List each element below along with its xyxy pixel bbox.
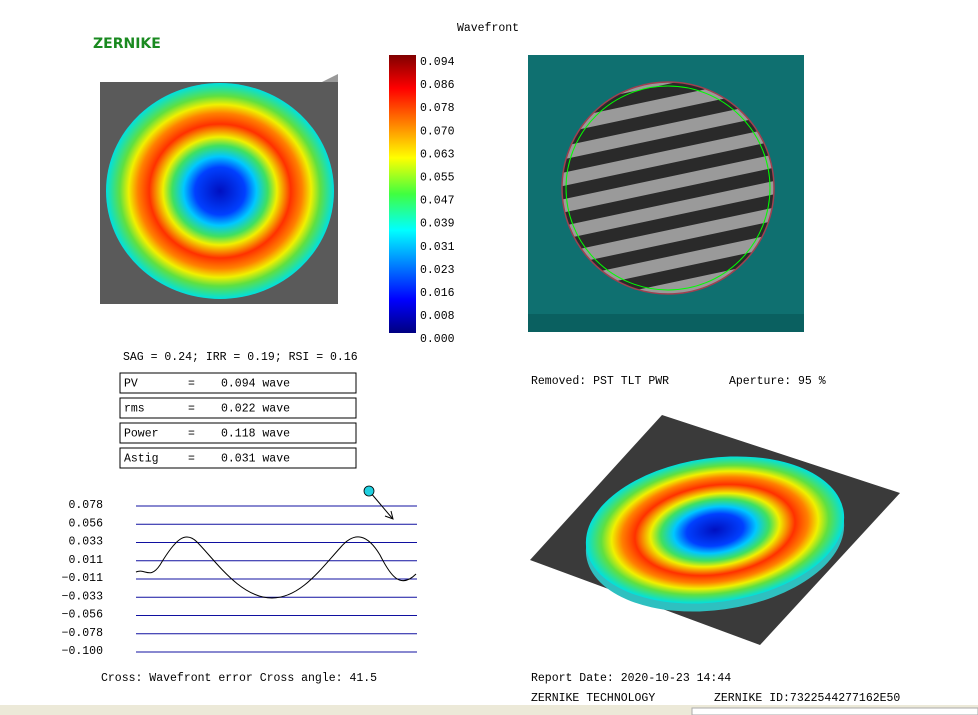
table-text: =: [188, 453, 195, 466]
colorbar-label: 0.063: [420, 148, 455, 161]
colorbar-label: 0.086: [420, 79, 455, 92]
table-cell: [119, 397, 357, 419]
fringe-image: [562, 82, 774, 294]
y-tick-label: 0.033: [68, 536, 103, 549]
title: Wavefront: [457, 22, 519, 35]
table-text: 0.118 wave: [221, 428, 290, 441]
angle-handle[interactable]: [363, 485, 375, 497]
colorbar-label: 0.070: [420, 125, 455, 138]
table-text: =: [188, 378, 195, 391]
table-text: =: [188, 403, 195, 416]
indices: SAG = 0.24; IRR = 0.19; RSI = 0.16: [123, 351, 358, 364]
table-text: rms: [124, 403, 145, 416]
aperture: Aperture: 95 %: [729, 375, 826, 388]
company: ZERNIKE TECHNOLOGY: [531, 692, 655, 705]
table-text: =: [188, 428, 195, 441]
table-text: 0.022 wave: [221, 403, 290, 416]
angle-arrow: [369, 491, 393, 519]
aperture-circle: [565, 85, 771, 291]
fringe-edge: [561, 81, 775, 295]
table-cell: [119, 372, 357, 394]
colorbar-label: 0.078: [420, 102, 455, 115]
table-text: 0.031 wave: [221, 453, 290, 466]
cross-curve: [135, 536, 417, 599]
report-date: Report Date: 2020-10-23 14:44: [531, 672, 731, 685]
colorbar-labels: 0.094 0.086 0.078 0.070 0.063 0.055 0.047 0.039…: [420, 56, 455, 346]
logo: ZERNIKE: [93, 36, 161, 52]
y-tick-label: −0.011: [62, 572, 104, 585]
colorbar-label: 0.055: [420, 172, 455, 185]
table-text: Astig: [124, 453, 159, 466]
colorbar-label: 0.000: [420, 333, 455, 346]
y-tick-label: −0.100: [62, 645, 104, 658]
y-tick-label: 0.078: [68, 499, 103, 512]
colorbar: [389, 55, 416, 333]
cross-caption: Cross: Wavefront error Cross angle: 41.5: [101, 672, 377, 685]
y-tick-label: −0.033: [62, 590, 104, 603]
y-tick-label: −0.056: [62, 609, 104, 622]
map-corner: [322, 74, 338, 82]
colorbar-label: 0.094: [420, 56, 455, 69]
table-text: PV: [124, 378, 138, 391]
cross-plot: 0.078 0.056 0.033 0.011 −0.011 −0.033 −0.056 −0…: [62, 499, 417, 658]
colorbar-label: 0.023: [420, 264, 455, 277]
y-tick-label: 0.011: [68, 554, 103, 567]
table-cell: [119, 422, 357, 444]
y-tick-label: 0.056: [68, 517, 103, 530]
fringe-band: [528, 314, 804, 332]
colorbar-label: 0.047: [420, 195, 455, 208]
table-cell: [119, 447, 357, 469]
colorbar-label: 0.016: [420, 287, 455, 300]
wavefront-map: [106, 83, 334, 299]
colorbar-label: 0.039: [420, 218, 455, 231]
colorbar-label: 0.031: [420, 241, 455, 254]
arrow-head: [384, 510, 394, 520]
table-text: 0.094 wave: [221, 378, 290, 391]
status-bar: [0, 705, 978, 715]
device-id: ZERNIKE ID:7322544277162E50: [714, 692, 900, 705]
colorbar-label: 0.008: [420, 310, 455, 323]
status-field: [691, 707, 978, 715]
results-table: PV = 0.094 wave rms = 0.022 wave Power = 0.118 w…: [119, 372, 357, 469]
y-tick-label: −0.078: [62, 627, 104, 640]
removed: Removed: PST TLT PWR: [531, 375, 669, 388]
surface-3d: [585, 456, 845, 604]
table-text: Power: [124, 428, 159, 441]
